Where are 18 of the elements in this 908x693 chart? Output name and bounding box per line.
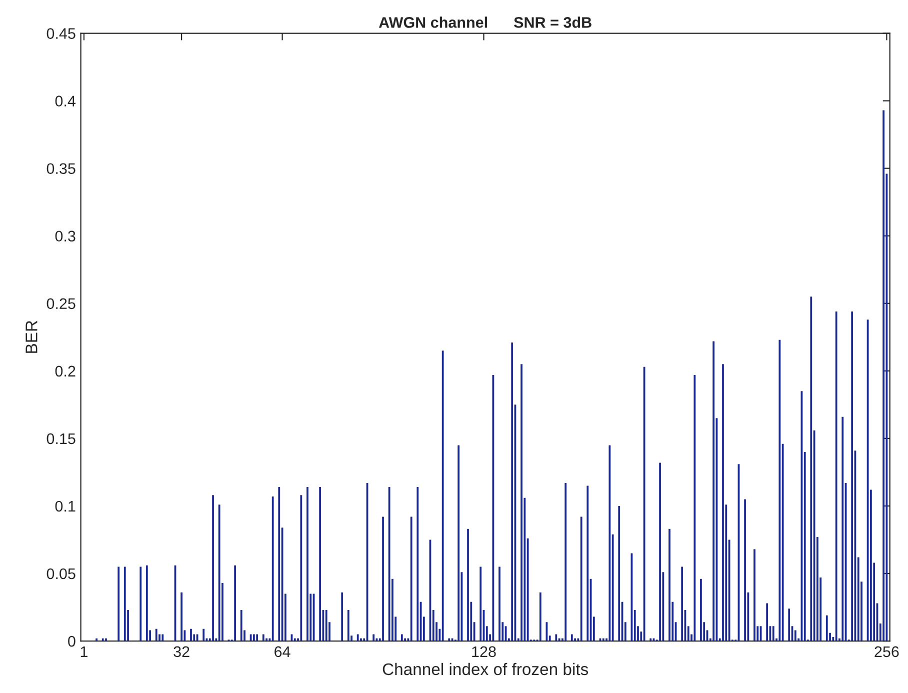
y-tick-label: 0.3 (55, 230, 76, 242)
x-axis-title: Channel index of frozen bits (382, 662, 588, 676)
y-tick-label: 0.4 (55, 96, 76, 106)
x-tick-label: 32 (174, 646, 190, 658)
y-tick-label: 0.25 (46, 298, 76, 310)
y-tick-label: 0.35 (46, 163, 76, 174)
x-tick-label: 256 (874, 646, 899, 658)
x-tick-label: 1 (80, 646, 88, 657)
y-tick-label: 0.1 (55, 500, 76, 512)
y-tick-label: 0.05 (46, 568, 76, 580)
y-tick-label: 0.15 (46, 433, 76, 444)
y-tick-label: 0.45 (46, 28, 76, 39)
y-tick-label: 0.2 (55, 366, 76, 377)
y-axis-title: BER (26, 320, 38, 353)
x-tick-label: 64 (274, 646, 290, 658)
y-tick-label: 0 (68, 636, 76, 647)
x-tick-label: 128 (472, 646, 496, 658)
chart-title: AWGN channel SNR = 3dB (378, 16, 592, 28)
